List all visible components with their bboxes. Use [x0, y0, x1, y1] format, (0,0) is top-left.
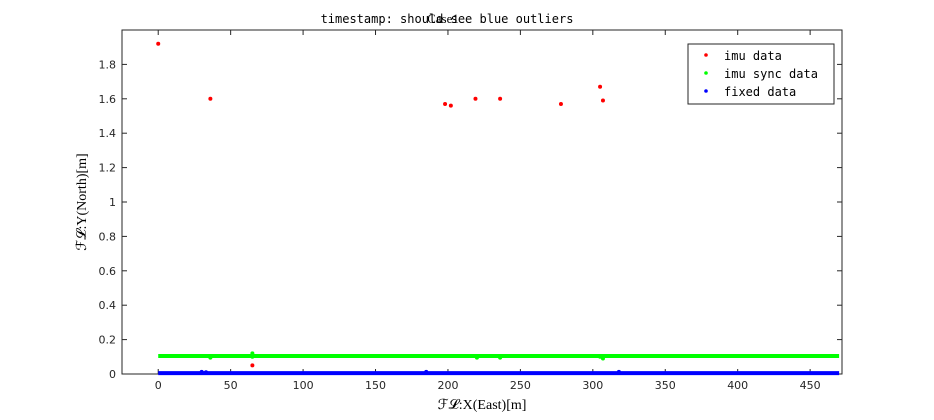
- legend-label-imu-sync-data: imu sync data: [724, 67, 818, 81]
- y-axis-label: ℱ𝓛:Y(North)[m]: [74, 153, 90, 250]
- chart-title-overlay: Case1: [427, 11, 459, 26]
- legend-label-imu-data: imu data: [724, 49, 782, 63]
- y-tick-label: 0: [109, 368, 116, 381]
- data-point: [498, 355, 503, 360]
- data-point: [424, 369, 429, 374]
- data-point: [600, 98, 605, 103]
- data-point: [250, 354, 255, 359]
- axis-ticks: 0 50 100 150 200 250 300 350 400 450 0 0.2 0.4 0.6 0.8…: [99, 30, 842, 392]
- x-tick-label: 100: [293, 379, 314, 392]
- legend-marker-imu-data: [704, 53, 708, 57]
- legend-marker-fixed-data: [704, 89, 708, 93]
- data-point: [474, 355, 479, 360]
- data-point: [208, 96, 213, 101]
- x-tick-label: 50: [224, 379, 238, 392]
- legend: imu data imu sync data fixed data: [687, 43, 835, 105]
- x-tick-label: 0: [155, 379, 162, 392]
- data-point: [156, 41, 161, 46]
- legend-box: [687, 43, 835, 105]
- x-axis-label: ℱ𝓛:X(East)[m]: [438, 397, 527, 413]
- legend-label-fixed-data: fixed data: [724, 85, 796, 99]
- data-point: [208, 355, 213, 360]
- chart-title: timestamp: should see blue outliers: [321, 12, 574, 26]
- legend-marker-imu-sync-data: [704, 71, 708, 75]
- series-2: [158, 369, 840, 376]
- y-tick-label: 1.4: [99, 127, 117, 140]
- data-point: [600, 356, 605, 361]
- data-point: [616, 369, 621, 374]
- y-tick-label: 0.4: [99, 299, 117, 312]
- data-point: [199, 369, 204, 374]
- data-point: [443, 101, 448, 106]
- data-point: [498, 96, 503, 101]
- data-point: [250, 363, 255, 368]
- y-tick-label: 0.6: [99, 265, 117, 278]
- series-0: [156, 41, 605, 368]
- x-tick-label: 400: [727, 379, 748, 392]
- x-tick-label: 250: [510, 379, 531, 392]
- data-point: [598, 84, 603, 89]
- data-point: [448, 103, 453, 108]
- data-point: [204, 370, 209, 375]
- y-tick-label: 0.8: [99, 230, 117, 243]
- y-tick-label: 1.2: [99, 162, 117, 175]
- y-tick-label: 1.6: [99, 93, 117, 106]
- y-tick-label: 1.8: [99, 58, 117, 71]
- data-point: [473, 96, 478, 101]
- y-tick-label: 1: [109, 196, 116, 209]
- x-tick-label: 200: [437, 379, 458, 392]
- data-marks: [156, 41, 840, 376]
- x-tick-label: 300: [582, 379, 603, 392]
- x-tick-label: 350: [655, 379, 676, 392]
- data-point: [250, 351, 255, 356]
- series-1: [158, 351, 840, 361]
- y-tick-label: 0.2: [99, 334, 117, 347]
- x-tick-label: 450: [800, 379, 821, 392]
- data-point: [558, 101, 563, 106]
- x-tick-label: 150: [365, 379, 386, 392]
- data-point: [598, 354, 603, 359]
